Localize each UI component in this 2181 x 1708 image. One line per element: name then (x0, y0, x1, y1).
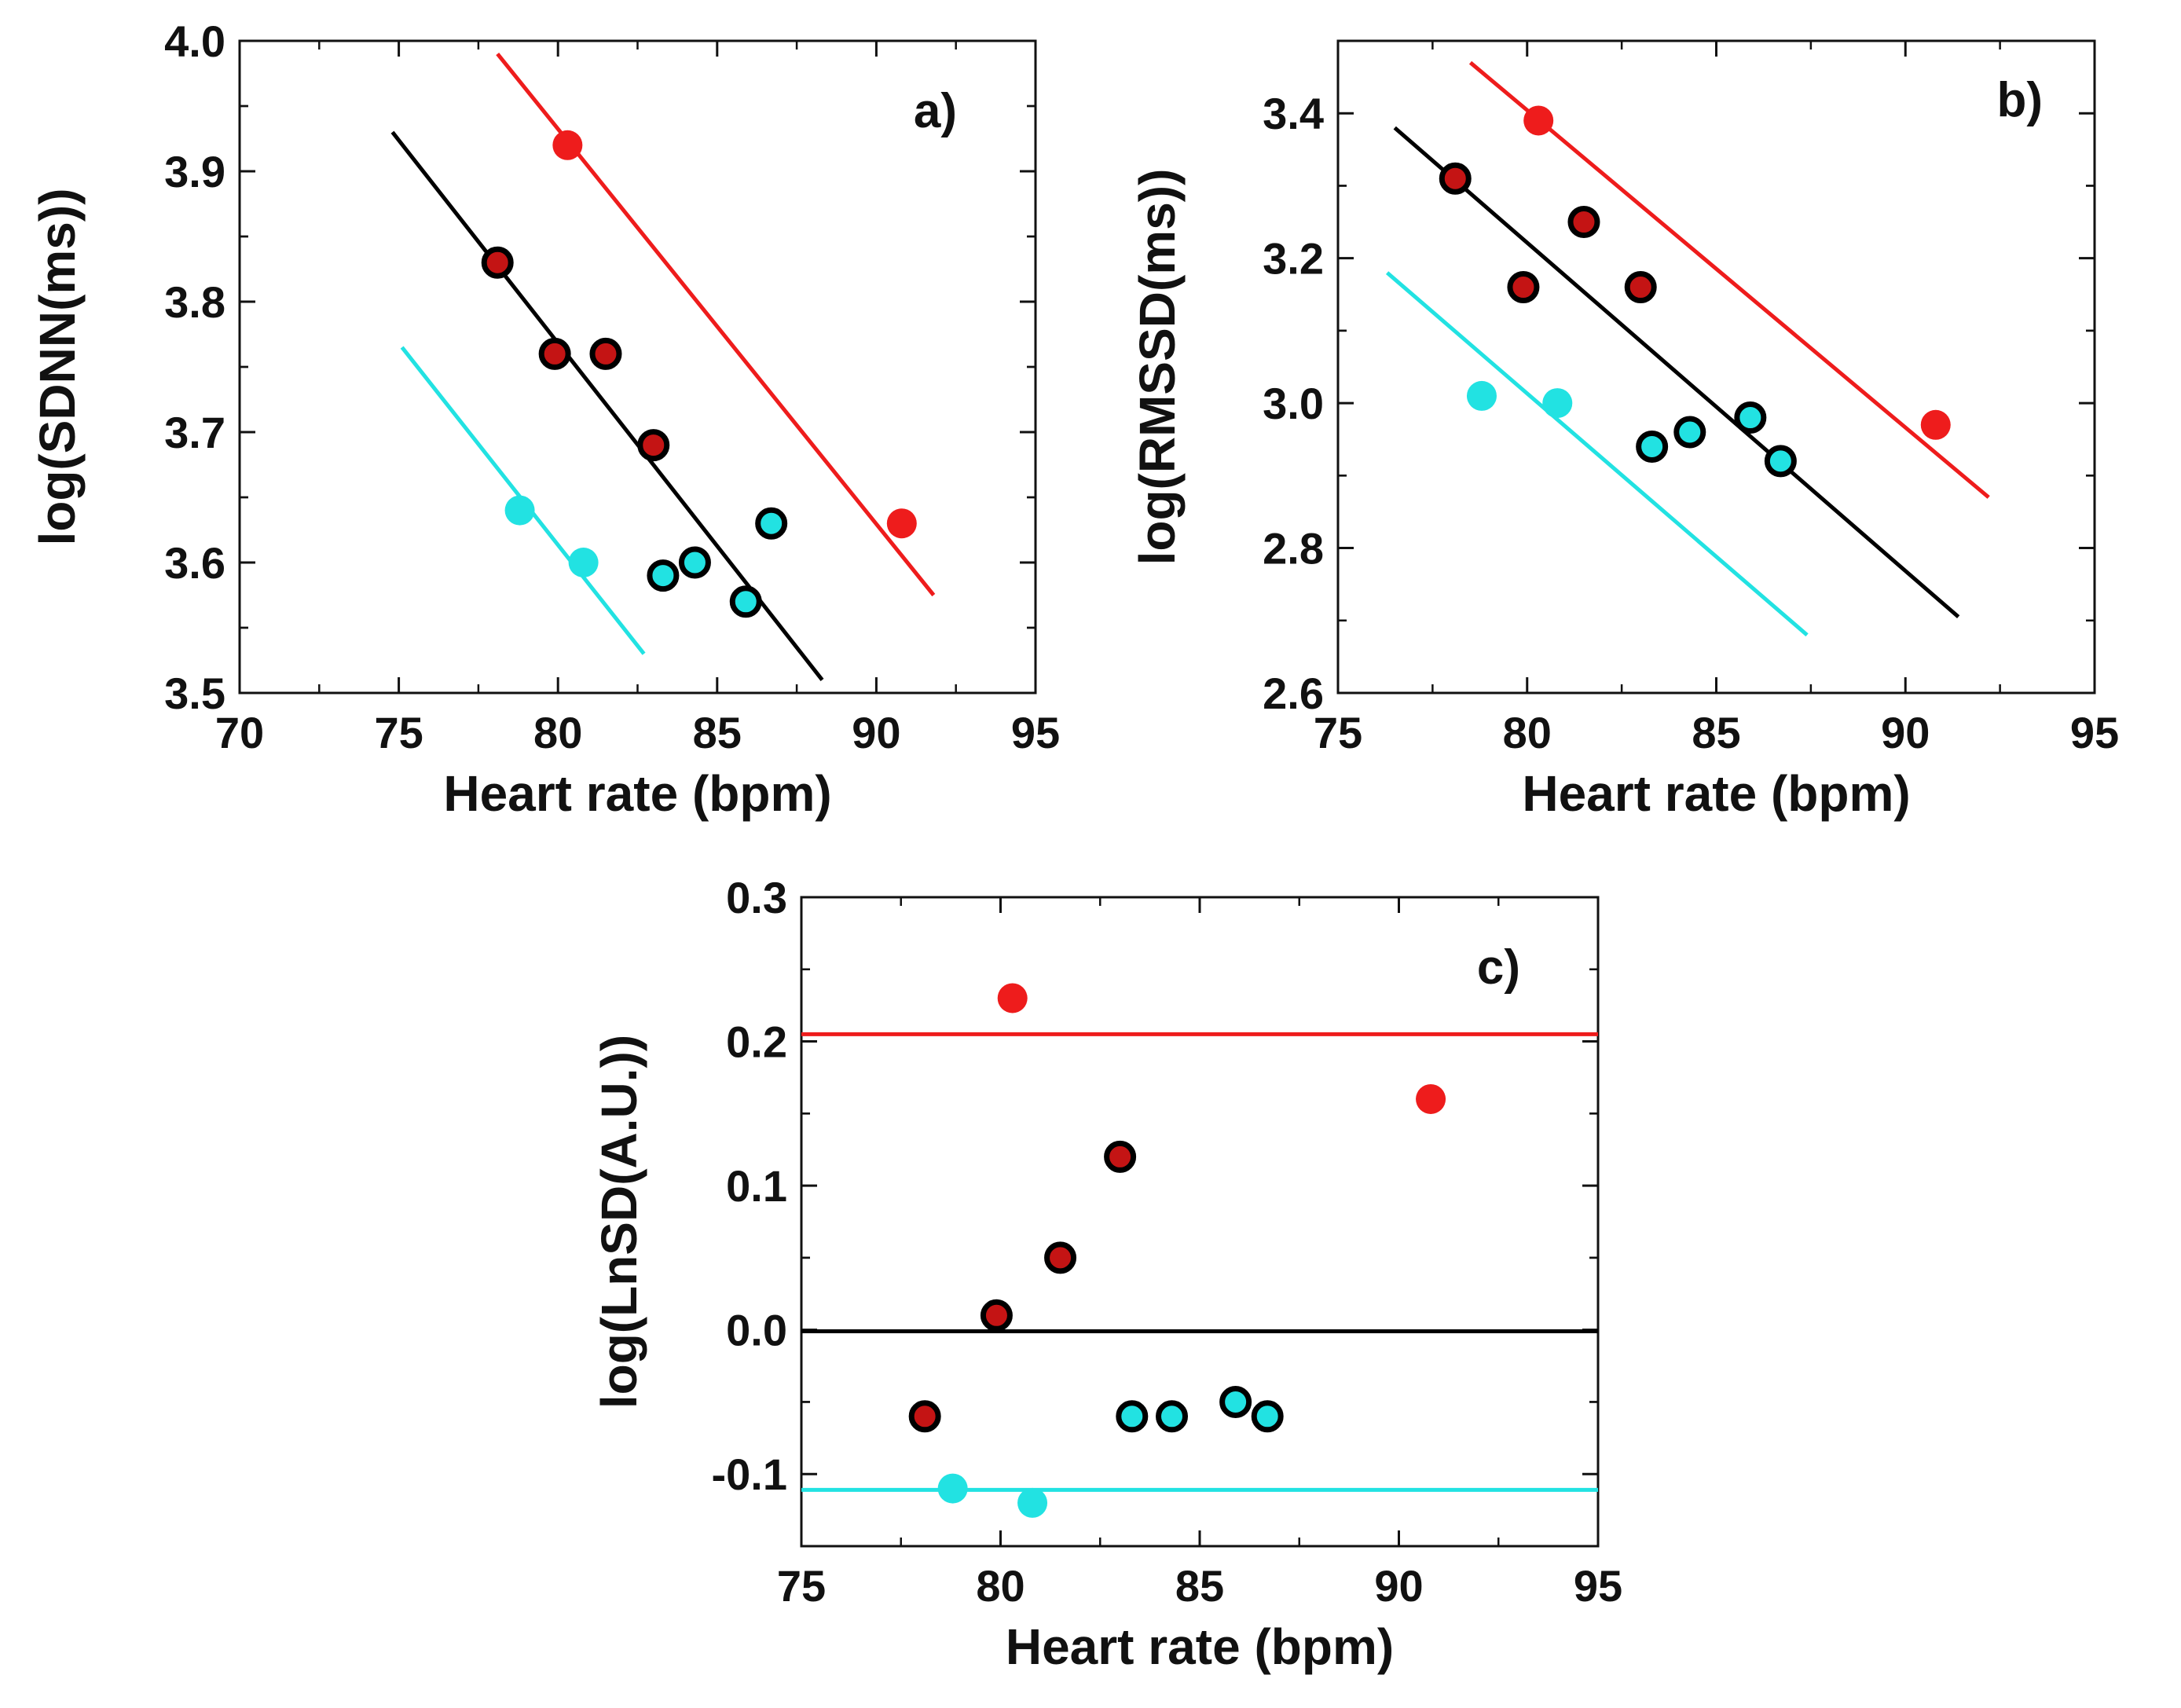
y-axis-title: log(SDNN(ms)) (29, 188, 86, 545)
panel-label: c) (1477, 940, 1520, 995)
cyan-outlined-group-point (755, 507, 788, 540)
black-group-point (1104, 1140, 1137, 1173)
chart-panel-a: 70 75 80 85 90 95 3.5 3.6 3.7 3.8 3.9 4.0 Heart rate… (29, 16, 1060, 822)
x-tick-label: 85 (1692, 708, 1740, 757)
y-tick-label: 0.1 (726, 1161, 787, 1211)
x-tick-label: 80 (533, 708, 582, 757)
x-tick-label: 90 (1881, 708, 1930, 757)
x-tick-label: 85 (1175, 1561, 1224, 1611)
black-fit-line (1393, 126, 1960, 619)
black-group-point (1567, 206, 1600, 239)
y-tick-label: 3.4 (1263, 89, 1324, 138)
cyan-group-point (568, 548, 599, 577)
cyan-group-point (937, 1473, 968, 1504)
cyan-outlined-group-point (1673, 416, 1706, 449)
cyan-outlined-group-point (1251, 1400, 1284, 1433)
x-tick-label: 80 (976, 1561, 1025, 1611)
cyan-outlined-group-point (729, 585, 762, 618)
black-group-point (1044, 1241, 1077, 1274)
black-group-point (908, 1400, 941, 1433)
black-group-point (1439, 162, 1472, 195)
cyan-outlined-group-point (1219, 1385, 1252, 1418)
black-group-point (538, 337, 571, 370)
y-tick-label: 3.7 (164, 408, 225, 457)
red-group-point (1523, 105, 1554, 136)
x-axis-title: Heart rate (bpm) (443, 765, 831, 822)
panel-label: b) (1996, 73, 2043, 127)
chart-panel-c: 75 80 85 90 95 -0.1 0.0 0.1 0.2 0.3 Heart rate (bp… (591, 873, 1622, 1675)
cyan-outlined-group-point (1764, 445, 1797, 478)
red-group-point (552, 130, 583, 160)
cyan-outlined-group-point (647, 559, 680, 592)
red-group-point (997, 983, 1028, 1013)
cyan-group-point (1542, 388, 1573, 419)
y-tick-label: 3.5 (164, 669, 225, 718)
black-group-point (1507, 271, 1540, 304)
x-tick-label: 80 (1503, 708, 1552, 757)
x-tick-label: 75 (1314, 708, 1362, 757)
y-axis-title: log(RMSSD(ms)) (1129, 169, 1186, 566)
cyan-fit-line (1385, 271, 1809, 637)
y-tick-label: 0.0 (726, 1306, 787, 1355)
y-tick-label: 3.6 (164, 538, 225, 588)
black-group-point (980, 1299, 1013, 1332)
cyan-outlined-group-point (1636, 430, 1669, 463)
x-tick-label: 95 (2070, 708, 2119, 757)
chart-panel-b: 75 80 85 90 95 2.6 2.8 3.0 3.2 3.4 Heart rate (bpm… (1129, 39, 2119, 822)
cyan-outlined-group-point (1156, 1400, 1189, 1433)
y-axis-title: log(LnSD(A.U.)) (591, 1035, 647, 1409)
y-tick-label: -0.1 (712, 1450, 788, 1499)
black-group-point (1624, 271, 1657, 304)
cyan-group-point (1017, 1487, 1048, 1518)
y-tick-label: 2.6 (1263, 669, 1324, 718)
red-fit-line (1468, 60, 1990, 499)
x-axis-title: Heart rate (bpm) (1522, 765, 1910, 822)
y-tick-label: 3.8 (164, 277, 225, 327)
x-tick-label: 95 (1011, 708, 1060, 757)
x-tick-label: 90 (852, 708, 900, 757)
y-tick-label: 4.0 (164, 16, 225, 66)
x-tick-label: 95 (1574, 1561, 1622, 1611)
x-tick-label: 75 (777, 1561, 826, 1611)
x-tick-label: 90 (1374, 1561, 1423, 1611)
y-tick-label: 3.0 (1263, 379, 1324, 428)
y-tick-label: 0.3 (726, 873, 787, 922)
cyan-outlined-group-point (678, 546, 711, 579)
cyan-group-point (504, 495, 535, 526)
y-tick-label: 3.9 (164, 147, 225, 196)
x-axis-title: Heart rate (bpm) (1006, 1618, 1394, 1675)
cyan-outlined-group-point (1734, 401, 1767, 434)
red-group-point (1920, 409, 1951, 440)
cyan-outlined-group-point (1116, 1400, 1149, 1433)
red-group-point (1416, 1083, 1446, 1114)
panel-label: a) (914, 84, 957, 138)
x-tick-label: 85 (693, 708, 742, 757)
y-tick-label: 3.2 (1263, 234, 1324, 284)
black-group-point (481, 246, 514, 279)
black-group-point (637, 429, 670, 462)
red-group-point (886, 508, 917, 539)
cyan-group-point (1466, 380, 1497, 411)
x-tick-label: 75 (374, 708, 423, 757)
y-tick-label: 2.8 (1263, 524, 1324, 574)
black-group-point (589, 337, 622, 370)
x-tick-label: 70 (215, 708, 264, 757)
y-tick-label: 0.2 (726, 1017, 787, 1067)
